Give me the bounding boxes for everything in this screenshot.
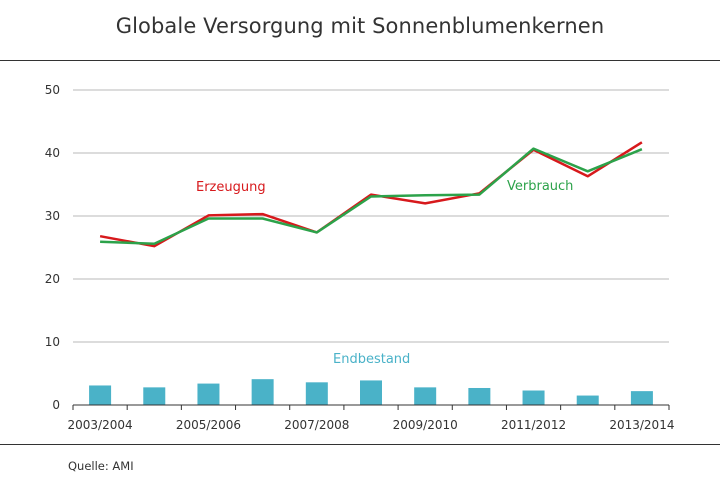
endbestand-bars [89,379,653,405]
y-tick-label: 40 [45,146,60,160]
endbestand-bar [89,385,112,405]
endbestand-bar [360,380,382,405]
x-tick-label: 2009/2010 [393,418,458,432]
y-axis-ticks: 0 10 20 30 40 50 [45,83,60,412]
endbestand-bar [576,395,599,405]
y-tick-label: 10 [45,335,60,349]
x-tick-label: 2011/2012 [501,418,566,432]
x-axis: 2003/2004 2005/2006 2007/2008 2009/2010 2011… [68,404,674,432]
x-tick-label: 2013/2014 [609,418,674,432]
y-tick-label: 0 [52,398,60,412]
series-label-verbrauch: Verbrauch [507,179,573,194]
endbestand-bar [251,379,274,405]
series-line-verbrauch [100,147,643,245]
endbestand-bar [414,387,437,405]
endbestand-bar [197,383,220,405]
top-divider [0,60,720,61]
y-tick-label: 20 [45,272,60,286]
endbestand-bar [522,390,545,405]
endbestand-bar [630,391,653,405]
x-tick-label: 2003/2004 [68,418,133,432]
y-tick-label: 50 [45,83,60,97]
source-note: Quelle: AMI [68,459,134,473]
bottom-divider [0,444,720,445]
series-label-erzeugung: Erzeugung [196,180,266,195]
x-tick-label: 2007/2008 [284,418,349,432]
x-tick-label: 2005/2006 [176,418,241,432]
series-labels: Erzeugung Verbrauch Endbestand [196,179,573,367]
endbestand-bar [143,387,166,405]
endbestand-bar [468,387,491,405]
series-label-endbestand: Endbestand [333,352,410,367]
series-lines [99,141,643,248]
grid-lines [73,89,669,343]
endbestand-bar [305,382,328,405]
y-tick-label: 30 [45,209,60,223]
chart-title: Globale Versorgung mit Sonnenblumenkerne… [115,14,605,38]
